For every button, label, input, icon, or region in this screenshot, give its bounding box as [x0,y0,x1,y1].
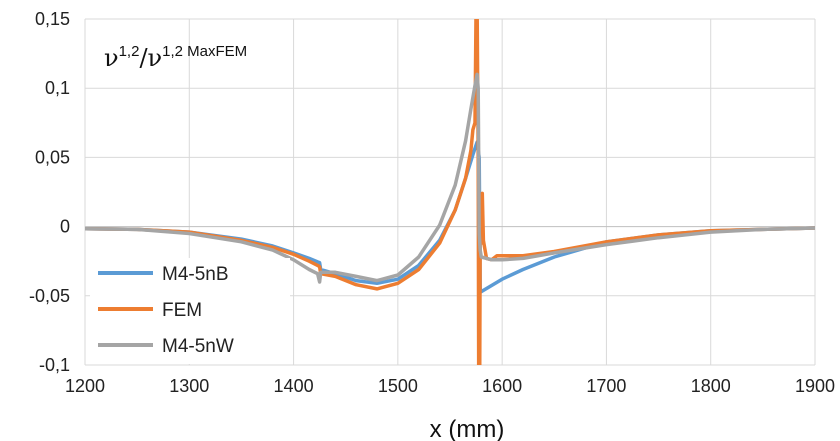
legend-label-m4-5nb: M4-5nB [162,264,229,285]
x-tick-label: 1200 [65,376,105,396]
y-tick-label: 0,15 [35,9,70,29]
annotation-main: ν [104,44,119,72]
series-layer [85,19,815,365]
gridlines [84,18,816,366]
legend-label-m4-5nw: M4-5nW [162,336,234,357]
x-tick-label: 1500 [378,376,418,396]
x-axis-title: x (mm) [430,416,505,441]
legend: M4-5nB FEM M4-5nW [90,258,290,364]
x-tick-label: 1800 [691,376,731,396]
x-tick-label: 1700 [586,376,626,396]
tick-labels: 1200 1300 1400 1500 1600 1700 1800 1900 -0,1 -0,0… [29,9,835,396]
x-tick-label: 1900 [795,376,835,396]
x-tick-label: 1300 [169,376,209,396]
y-tick-label: -0,1 [39,355,70,375]
series-line-fem [85,19,815,365]
annotation-slash: /ν [139,44,162,72]
annotation-ratio: ν1,2/ν1,2 MaxFEM [104,43,247,72]
legend-label-fem: FEM [162,300,202,321]
y-tick-label: -0,05 [29,286,70,306]
series-line-m4-5nw [85,72,815,284]
annotation-sup2: 1,2 MaxFEM [162,43,247,60]
x-tick-label: 1600 [482,376,522,396]
y-tick-label: 0 [60,217,70,237]
x-tick-label: 1400 [274,376,314,396]
annotation-sup1: 1,2 [119,43,140,60]
y-tick-label: 0,05 [35,147,70,167]
y-tick-label: 0,1 [45,78,70,98]
